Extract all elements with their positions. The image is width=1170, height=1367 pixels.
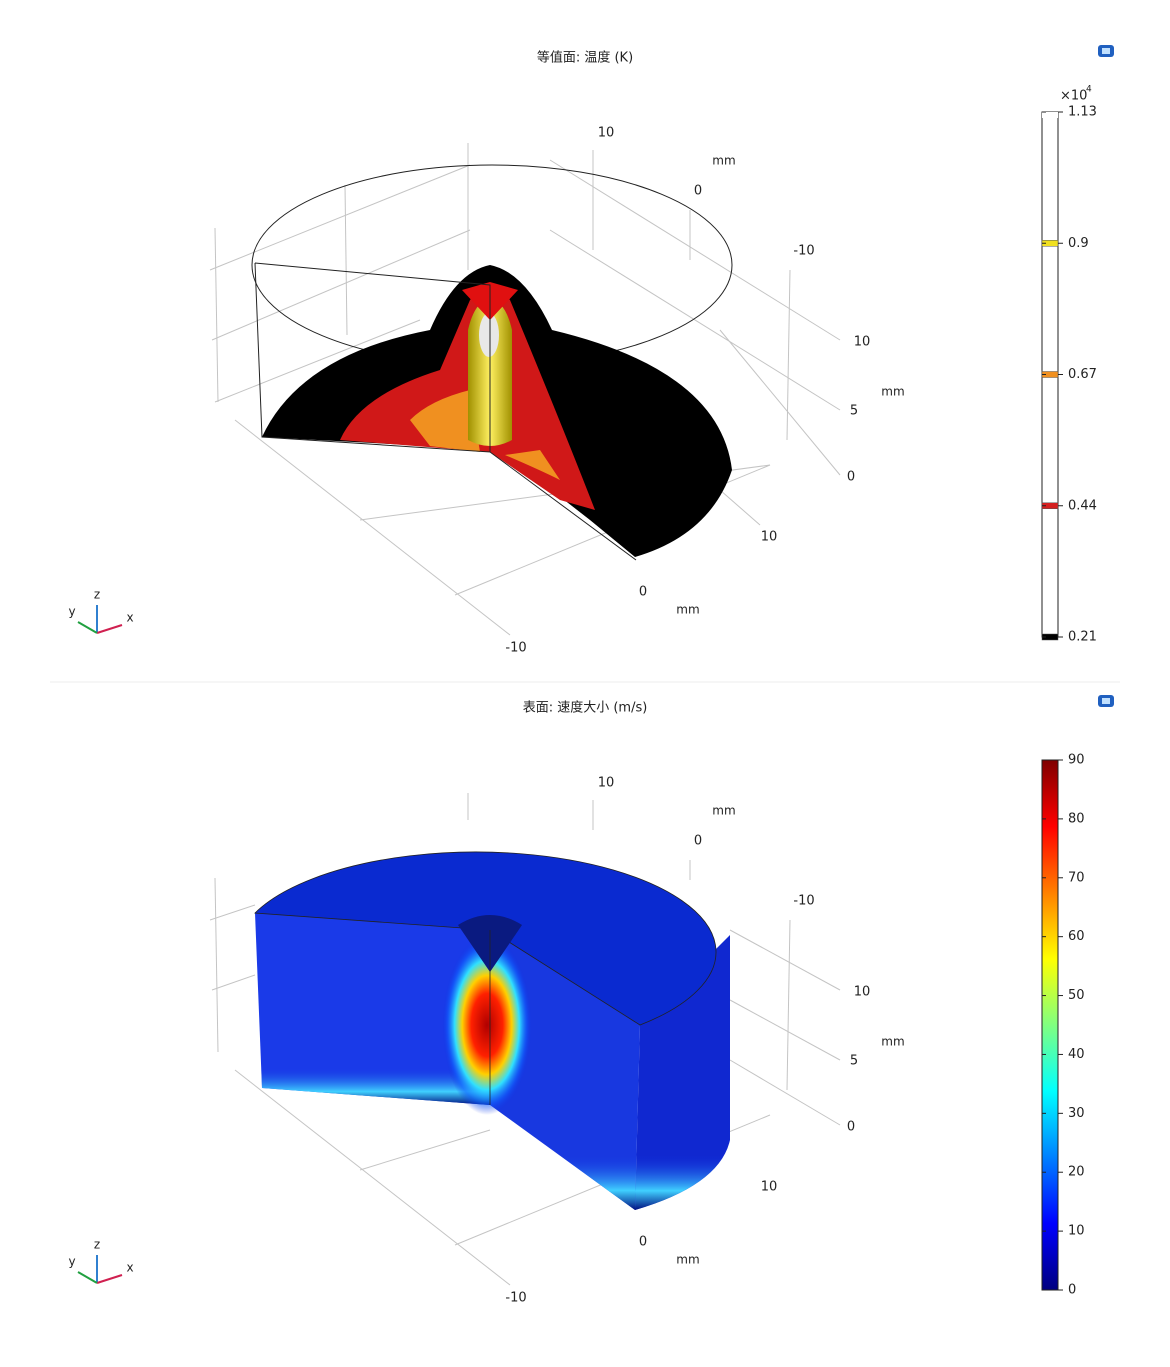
y-tick-label: 10 (598, 776, 615, 791)
colorbar-tick-label: 0 (1068, 1283, 1076, 1298)
x-axis-unit: mm (676, 603, 699, 617)
z-tick-label: 10 (854, 985, 871, 1000)
panel-title: 表面: 速度大小 (m/s) (523, 700, 648, 716)
z-tick-label: 10 (854, 335, 871, 350)
triad-label: y (68, 1255, 75, 1269)
colorbar-tick-label: 0.67 (1068, 367, 1097, 382)
x-tick-label: -10 (505, 1291, 526, 1306)
x-tick-label: 10 (761, 1180, 778, 1195)
triad-label: z (94, 1238, 100, 1252)
colorbar-tick-label: 40 (1068, 1047, 1085, 1062)
axis-triad (77, 605, 123, 1284)
colorbar (1041, 759, 1059, 1291)
triad-label: y (68, 605, 75, 619)
triad-label: x (126, 611, 133, 625)
x-tick-label: 0 (639, 585, 647, 600)
y-tick-label: -10 (793, 894, 814, 909)
colorbar-tick-label: 30 (1068, 1106, 1085, 1121)
colorbar-tick-label: 10 (1068, 1224, 1085, 1239)
triad-label: x (126, 1261, 133, 1275)
x-tick-label: 10 (761, 530, 778, 545)
colorbar-tick-label: 60 (1068, 929, 1085, 944)
colorbar-tick-label: 90 (1068, 753, 1085, 768)
y-tick-label: 0 (694, 184, 702, 199)
isosurface-plot (209, 143, 841, 636)
z-tick-label: 0 (847, 1120, 855, 1135)
y-axis-unit: mm (712, 804, 735, 818)
colorbar-tick-label: 80 (1068, 811, 1085, 826)
y-axis-unit: mm (712, 154, 735, 168)
colorbar-tick-label: 0.21 (1068, 630, 1097, 645)
z-axis-unit: mm (881, 385, 904, 399)
colorbar-tick-label: 0.44 (1068, 498, 1097, 513)
y-tick-label: -10 (793, 244, 814, 259)
z-tick-label: 0 (847, 470, 855, 485)
z-tick-label: 5 (850, 404, 858, 419)
y-tick-label: 10 (598, 126, 615, 141)
colorbar-tick-label: 0.9 (1068, 236, 1089, 251)
colorbar-tick-label: 70 (1068, 870, 1085, 885)
triad-label: z (94, 588, 100, 602)
colorbar-multiplier: ×10 (1060, 89, 1087, 104)
velocity-surface-plot (209, 793, 841, 1286)
panel-title: 等值面: 温度 (K) (537, 50, 633, 66)
colorbar-tick-label: 50 (1068, 988, 1085, 1003)
x-tick-label: 0 (639, 1235, 647, 1250)
colorbar-tick-label: 20 (1068, 1165, 1085, 1180)
z-axis-unit: mm (881, 1035, 904, 1049)
z-tick-label: 5 (850, 1054, 858, 1069)
colorbar-exponent: 4 (1086, 85, 1092, 95)
y-tick-label: 0 (694, 834, 702, 849)
x-tick-label: -10 (505, 641, 526, 656)
view-icon[interactable] (1098, 45, 1114, 707)
colorbar-tick-label: 1.13 (1068, 105, 1097, 120)
isosurface-level (1042, 112, 1058, 118)
x-axis-unit: mm (676, 1253, 699, 1267)
